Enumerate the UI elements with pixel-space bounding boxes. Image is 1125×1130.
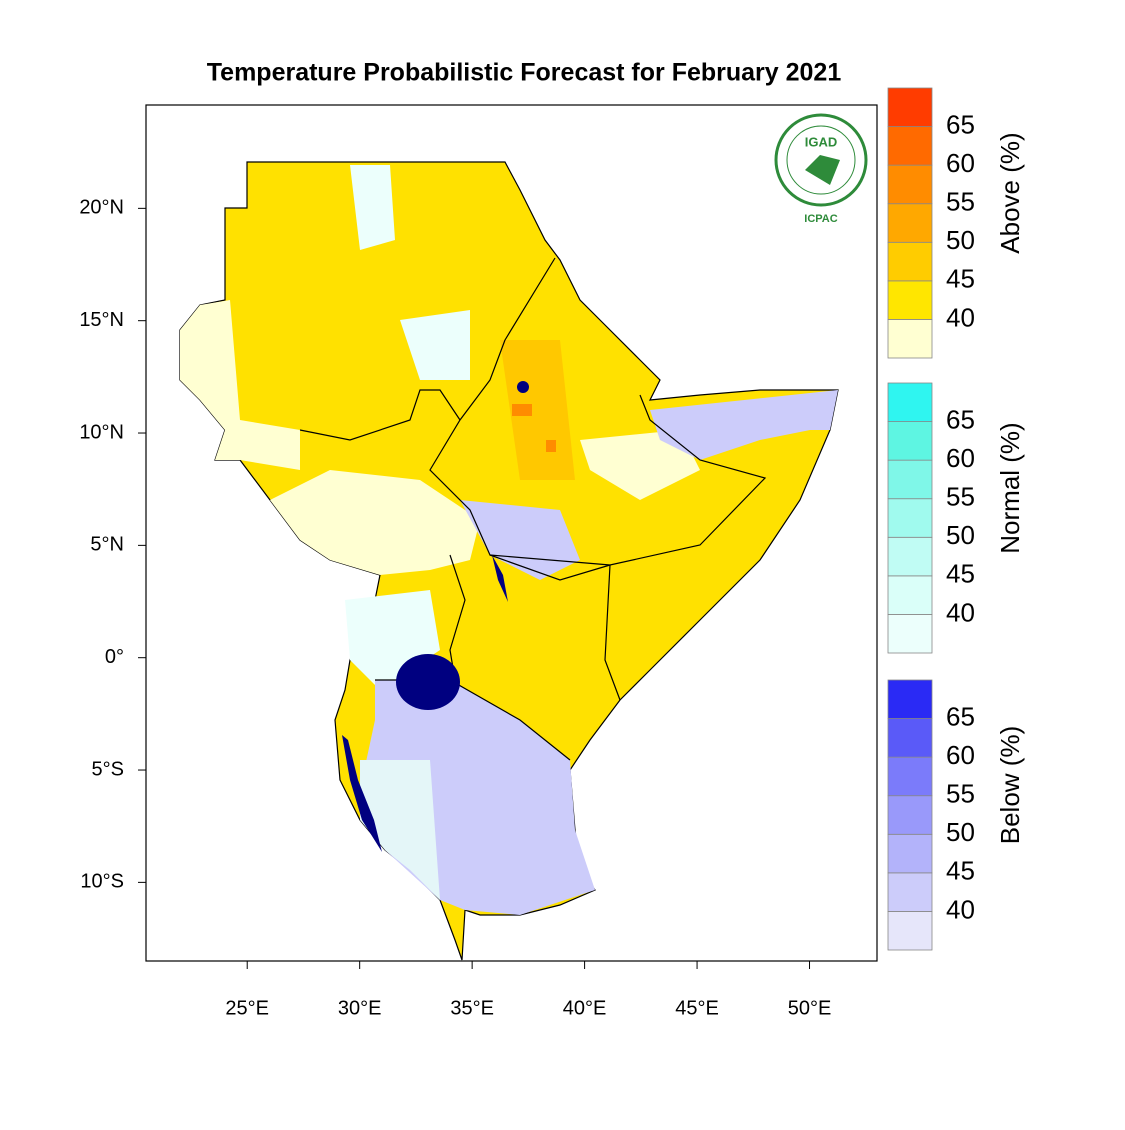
borders bbox=[299, 257, 767, 761]
legend-swatch bbox=[887, 421, 933, 461]
legend-swatch bbox=[887, 833, 933, 874]
legend-swatch bbox=[887, 911, 933, 951]
legend-level: 55 bbox=[946, 187, 975, 217]
legend-level: 65 bbox=[946, 404, 975, 434]
lake-turkana bbox=[492, 555, 508, 602]
above-spot bbox=[500, 340, 575, 480]
legend-title: Above (%) bbox=[995, 132, 1025, 253]
map-title: Temperature Probabilistic Forecast for F… bbox=[207, 59, 842, 87]
legend-swatch bbox=[887, 459, 933, 500]
legend-swatch bbox=[887, 382, 933, 422]
pale-region bbox=[180, 300, 300, 470]
legend-swatch bbox=[887, 679, 933, 719]
legend-level: 55 bbox=[946, 779, 975, 809]
pale-region bbox=[270, 470, 480, 575]
legend-swatch bbox=[887, 614, 933, 654]
lake-tanganyika bbox=[342, 735, 382, 852]
legend-level: 65 bbox=[946, 109, 975, 139]
legend-level: 60 bbox=[946, 443, 975, 473]
y-tick-label: 10°S bbox=[80, 871, 124, 893]
legend-swatch bbox=[887, 718, 933, 758]
legend-level: 50 bbox=[946, 225, 975, 255]
legend-swatch bbox=[887, 203, 933, 243]
legend-swatch bbox=[887, 319, 933, 359]
legend-level: 40 bbox=[946, 597, 975, 627]
x-tick-label: 30°E bbox=[338, 997, 382, 1019]
axes: 25°E 30°E 35°E 40°E 45°E 50°E 20°N 15°N 10°N 5°N 0… bbox=[79, 197, 831, 1020]
lake-victoria bbox=[396, 654, 460, 710]
legend-level: 65 bbox=[946, 701, 975, 731]
y-tick-label: 15°N bbox=[79, 309, 124, 331]
legend-swatch bbox=[887, 536, 933, 577]
legend-level: 60 bbox=[946, 740, 975, 770]
above-spot bbox=[546, 440, 556, 452]
legend-level: 45 bbox=[946, 856, 975, 886]
legend-level: 45 bbox=[946, 559, 975, 589]
x-tick-label: 25°E bbox=[225, 997, 269, 1019]
x-tick-label: 35°E bbox=[450, 997, 494, 1019]
legend-swatch bbox=[887, 87, 933, 127]
x-tick-label: 50°E bbox=[788, 997, 832, 1019]
legend-swatch bbox=[887, 575, 933, 615]
legend-level: 50 bbox=[946, 817, 975, 847]
y-tick-label: 20°N bbox=[79, 197, 124, 219]
legend-level: 40 bbox=[946, 894, 975, 924]
legend-level: 60 bbox=[946, 148, 975, 178]
y-tick-label: 10°N bbox=[79, 421, 124, 443]
legend-swatch bbox=[887, 498, 933, 538]
logo: IGAD ICPAC bbox=[774, 113, 868, 225]
x-tick-label: 45°E bbox=[675, 997, 719, 1019]
lake-tana bbox=[517, 381, 529, 393]
logo-africa bbox=[805, 155, 840, 185]
legend-swatch bbox=[887, 241, 933, 282]
logo-name: IGAD bbox=[805, 134, 838, 149]
legend-level: 50 bbox=[946, 520, 975, 550]
legend-swatch bbox=[887, 795, 933, 835]
y-tick-label: 0° bbox=[105, 646, 124, 668]
legend-swatch bbox=[887, 164, 933, 205]
pale-region bbox=[580, 430, 700, 500]
below-region bbox=[650, 390, 838, 460]
y-tick-label: 5°S bbox=[92, 758, 124, 780]
y-tick-label: 5°N bbox=[90, 534, 124, 556]
legend-level: 40 bbox=[946, 302, 975, 332]
legend-swatch bbox=[887, 872, 933, 912]
legend-swatch bbox=[887, 126, 933, 166]
legend-level: 45 bbox=[946, 264, 975, 294]
legend-swatch bbox=[887, 280, 933, 320]
above-spot bbox=[512, 404, 532, 416]
legend-title: Normal (%) bbox=[995, 422, 1025, 553]
pale-region bbox=[350, 165, 470, 380]
logo-org: ICPAC bbox=[804, 213, 837, 225]
pale-region bbox=[360, 760, 440, 900]
x-tick-label: 40°E bbox=[563, 997, 607, 1019]
map-area bbox=[179, 161, 839, 961]
legend-swatch bbox=[887, 756, 933, 797]
legend-level: 55 bbox=[946, 482, 975, 512]
legends: 40 45 50 55 60 65 Above (%) 40 45 50 55 60 65 Normal … bbox=[887, 87, 1025, 951]
legend-title: Below (%) bbox=[995, 726, 1025, 844]
